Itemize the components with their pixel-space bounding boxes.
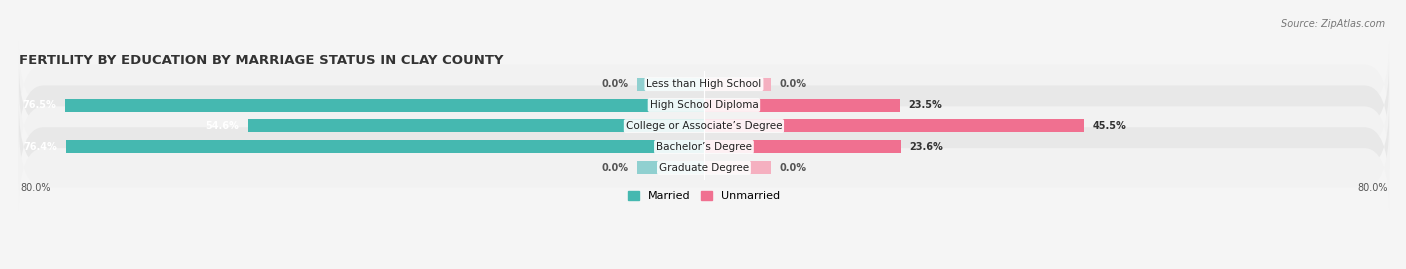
Text: High School Diploma: High School Diploma (650, 100, 758, 110)
Text: 76.4%: 76.4% (24, 142, 58, 152)
Text: FERTILITY BY EDUCATION BY MARRIAGE STATUS IN CLAY COUNTY: FERTILITY BY EDUCATION BY MARRIAGE STATU… (18, 54, 503, 67)
Text: 45.5%: 45.5% (1092, 121, 1126, 131)
Bar (65, 99, 704, 112)
Text: 23.6%: 23.6% (910, 142, 943, 152)
Text: 0.0%: 0.0% (779, 163, 806, 173)
Bar (704, 161, 770, 174)
FancyBboxPatch shape (18, 62, 1389, 148)
FancyBboxPatch shape (18, 83, 1389, 169)
Text: 0.0%: 0.0% (602, 163, 628, 173)
Text: College or Associate’s Degree: College or Associate’s Degree (626, 121, 782, 131)
Bar (637, 78, 704, 91)
Text: 23.5%: 23.5% (908, 100, 942, 110)
Bar (704, 140, 901, 153)
Bar (66, 140, 704, 153)
FancyBboxPatch shape (18, 104, 1389, 190)
Legend: Married, Unmarried: Married, Unmarried (623, 186, 785, 206)
Text: 0.0%: 0.0% (602, 79, 628, 89)
Text: 0.0%: 0.0% (779, 79, 806, 89)
Bar (247, 119, 704, 132)
Bar (704, 119, 1084, 132)
Bar (637, 161, 704, 174)
Text: 76.5%: 76.5% (22, 100, 56, 110)
FancyBboxPatch shape (18, 125, 1389, 211)
Bar (704, 78, 770, 91)
Bar (704, 99, 900, 112)
FancyBboxPatch shape (18, 41, 1389, 127)
Text: Source: ZipAtlas.com: Source: ZipAtlas.com (1281, 19, 1385, 29)
Text: 54.6%: 54.6% (205, 121, 239, 131)
Text: Less than High School: Less than High School (647, 79, 762, 89)
Text: Bachelor’s Degree: Bachelor’s Degree (657, 142, 752, 152)
Text: Graduate Degree: Graduate Degree (659, 163, 749, 173)
